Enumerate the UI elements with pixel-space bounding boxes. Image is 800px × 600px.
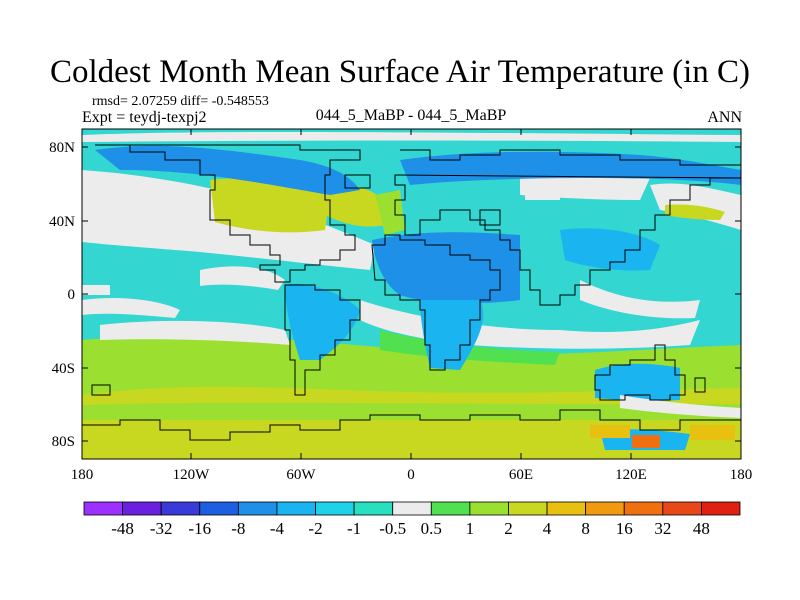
lat-tick-80n: 80N — [49, 140, 75, 156]
lon-tick-120w: 120W — [172, 467, 210, 483]
colorbar-swatch — [469, 501, 509, 516]
colorbar-label: 4 — [542, 519, 552, 538]
colorbar-label: -32 — [149, 519, 173, 538]
colorbar-swatch — [585, 501, 625, 516]
colorbar-swatch — [315, 501, 355, 516]
coastlines — [82, 144, 741, 441]
colorbar-swatch — [160, 501, 201, 516]
colorbar — [83, 501, 741, 516]
colorbar-swatch — [276, 501, 316, 516]
period-label: 044_5_MaBP - 044_5_MaBP — [315, 107, 507, 124]
lon-tick-60e: 60E — [508, 467, 534, 483]
lon-tick-120e: 120E — [615, 467, 647, 483]
colorbar-label: -2 — [308, 519, 323, 538]
colorbar-label: -8 — [231, 519, 246, 538]
lat-tick-40s: 40S — [51, 361, 75, 377]
colorbar-label: 2 — [504, 519, 513, 538]
colorbar-label: -4 — [269, 519, 285, 538]
colorbar-swatch — [508, 501, 548, 516]
colorbar-label: -16 — [188, 519, 212, 538]
colorbar-swatch — [701, 501, 741, 516]
colorbar-swatch — [237, 501, 278, 516]
season-label: ANN — [707, 109, 742, 126]
colorbar-swatch — [353, 501, 394, 516]
lon-tick-180e: 180 — [729, 467, 753, 483]
lon-tick-180w: 180 — [70, 467, 94, 483]
lat-tick-80s: 80S — [51, 434, 75, 450]
lon-tick-0: 0 — [407, 467, 415, 483]
colorbar-label: 8 — [581, 519, 590, 538]
colorbar-label: 16 — [615, 519, 633, 538]
lon-tick-60w: 60W — [286, 467, 316, 483]
stats-text: rmsd= 2.07259 diff= -0.548553 — [92, 94, 269, 109]
temperature-field — [82, 129, 741, 459]
colorbar-label: 1 — [465, 519, 475, 538]
colorbar-label: -1 — [347, 519, 362, 538]
colorbar-label: -48 — [111, 519, 134, 538]
experiment-label: Expt = teydj-texpj2 — [82, 109, 207, 126]
colorbar-swatch — [546, 501, 587, 516]
colorbar-label: -0.5 — [379, 519, 407, 538]
colorbar-swatch — [623, 501, 664, 516]
colorbar-label: 0.5 — [420, 519, 442, 538]
colorbar-label: 48 — [692, 519, 710, 538]
colorbar-swatch — [662, 501, 702, 516]
tick-marks — [82, 129, 741, 459]
lat-tick-40n: 40N — [49, 214, 75, 230]
colorbar-swatch — [83, 501, 123, 516]
lat-tick-0: 0 — [67, 287, 76, 303]
colorbar-swatch — [430, 501, 471, 516]
colorbar-label: 32 — [654, 519, 672, 538]
colorbar-swatch — [122, 501, 162, 516]
colorbar-swatch — [392, 501, 432, 516]
map-title: Coldest Month Mean Surface Air Temperatu… — [50, 54, 750, 90]
colorbar-swatch — [199, 501, 239, 516]
